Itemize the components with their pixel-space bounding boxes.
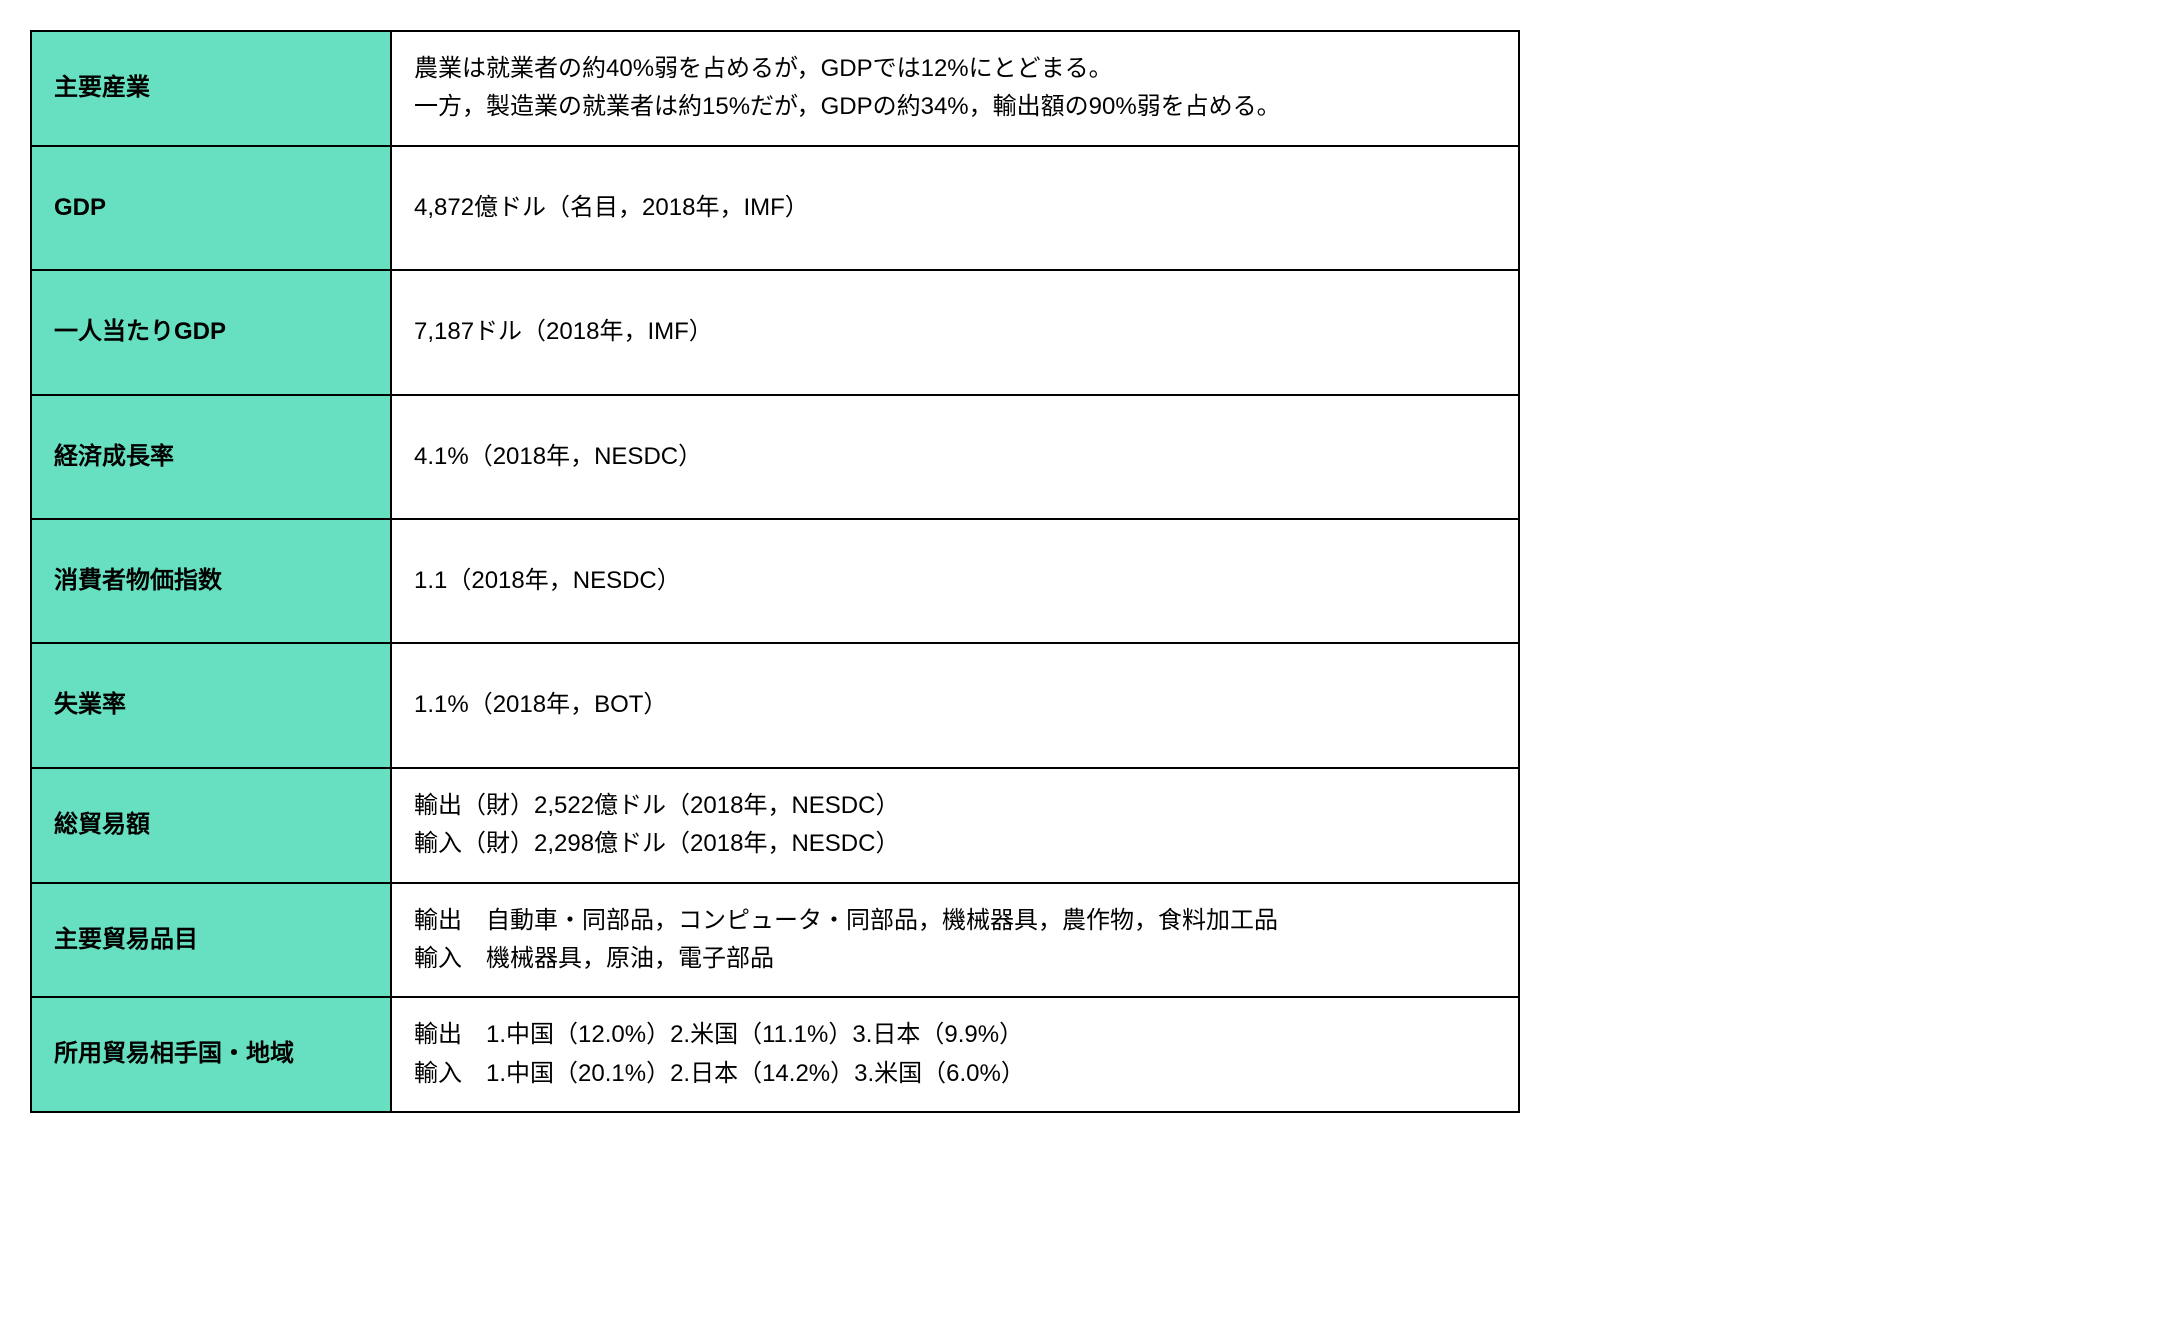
row-label: 主要産業 xyxy=(31,31,391,146)
value-line: 輸出 1.中国（12.0%）2.米国（11.1%）3.日本（9.9%） xyxy=(414,1021,1023,1048)
row-label: 総貿易額 xyxy=(31,768,391,883)
value-line: 7,187ドル（2018年，IMF） xyxy=(414,318,713,345)
row-value: 1.1%（2018年，BOT） xyxy=(391,643,1519,767)
row-label: 失業率 xyxy=(31,643,391,767)
row-value: 7,187ドル（2018年，IMF） xyxy=(391,270,1519,394)
table-row: 主要貿易品目 輸出 自動車・同部品，コンピュータ・同部品，機械器具，農作物，食料… xyxy=(31,883,1519,998)
row-value: 輸出（財）2,522億ドル（2018年，NESDC） 輸入（財）2,298億ドル… xyxy=(391,768,1519,883)
value-line: 農業は就業者の約40%弱を占めるが，GDPでは12%にとどまる。 xyxy=(414,55,1113,82)
table-row: 失業率 1.1%（2018年，BOT） xyxy=(31,643,1519,767)
row-value: 輸出 自動車・同部品，コンピュータ・同部品，機械器具，農作物，食料加工品 輸入 … xyxy=(391,883,1519,998)
table-row: 消費者物価指数 1.1（2018年，NESDC） xyxy=(31,519,1519,643)
table-row: 一人当たりGDP 7,187ドル（2018年，IMF） xyxy=(31,270,1519,394)
table-row: 主要産業 農業は就業者の約40%弱を占めるが，GDPでは12%にとどまる。 一方… xyxy=(31,31,1519,146)
value-line: 4,872億ドル（名目，2018年，IMF） xyxy=(414,194,809,221)
value-line: 1.1%（2018年，BOT） xyxy=(414,691,667,718)
row-label: 消費者物価指数 xyxy=(31,519,391,643)
value-line: 一方，製造業の就業者は約15%だが，GDPの約34%，輸出額の90%弱を占める。 xyxy=(414,93,1281,120)
table-body: 主要産業 農業は就業者の約40%弱を占めるが，GDPでは12%にとどまる。 一方… xyxy=(31,31,1519,1112)
table-row: 総貿易額 輸出（財）2,522億ドル（2018年，NESDC） 輸入（財）2,2… xyxy=(31,768,1519,883)
value-line: 輸出（財）2,522億ドル（2018年，NESDC） xyxy=(414,792,899,819)
value-line: 輸入 機械器具，原油，電子部品 xyxy=(414,945,774,972)
table-row: 経済成長率 4.1%（2018年，NESDC） xyxy=(31,395,1519,519)
value-line: 輸出 自動車・同部品，コンピュータ・同部品，機械器具，農作物，食料加工品 xyxy=(414,907,1278,934)
row-value: 輸出 1.中国（12.0%）2.米国（11.1%）3.日本（9.9%） 輸入 1… xyxy=(391,997,1519,1112)
row-label: GDP xyxy=(31,146,391,270)
value-line: 4.1%（2018年，NESDC） xyxy=(414,443,702,470)
row-value: 農業は就業者の約40%弱を占めるが，GDPでは12%にとどまる。 一方，製造業の… xyxy=(391,31,1519,146)
row-label: 所用貿易相手国・地域 xyxy=(31,997,391,1112)
value-line: 輸入（財）2,298億ドル（2018年，NESDC） xyxy=(414,830,899,857)
row-value: 1.1（2018年，NESDC） xyxy=(391,519,1519,643)
economic-data-table: 主要産業 農業は就業者の約40%弱を占めるが，GDPでは12%にとどまる。 一方… xyxy=(30,30,1520,1113)
row-label: 主要貿易品目 xyxy=(31,883,391,998)
value-line: 1.1（2018年，NESDC） xyxy=(414,567,681,594)
row-label: 一人当たりGDP xyxy=(31,270,391,394)
table-row: GDP 4,872億ドル（名目，2018年，IMF） xyxy=(31,146,1519,270)
value-line: 輸入 1.中国（20.1%）2.日本（14.2%）3.米国（6.0%） xyxy=(414,1060,1025,1087)
row-value: 4.1%（2018年，NESDC） xyxy=(391,395,1519,519)
table-row: 所用貿易相手国・地域 輸出 1.中国（12.0%）2.米国（11.1%）3.日本… xyxy=(31,997,1519,1112)
row-label: 経済成長率 xyxy=(31,395,391,519)
row-value: 4,872億ドル（名目，2018年，IMF） xyxy=(391,146,1519,270)
